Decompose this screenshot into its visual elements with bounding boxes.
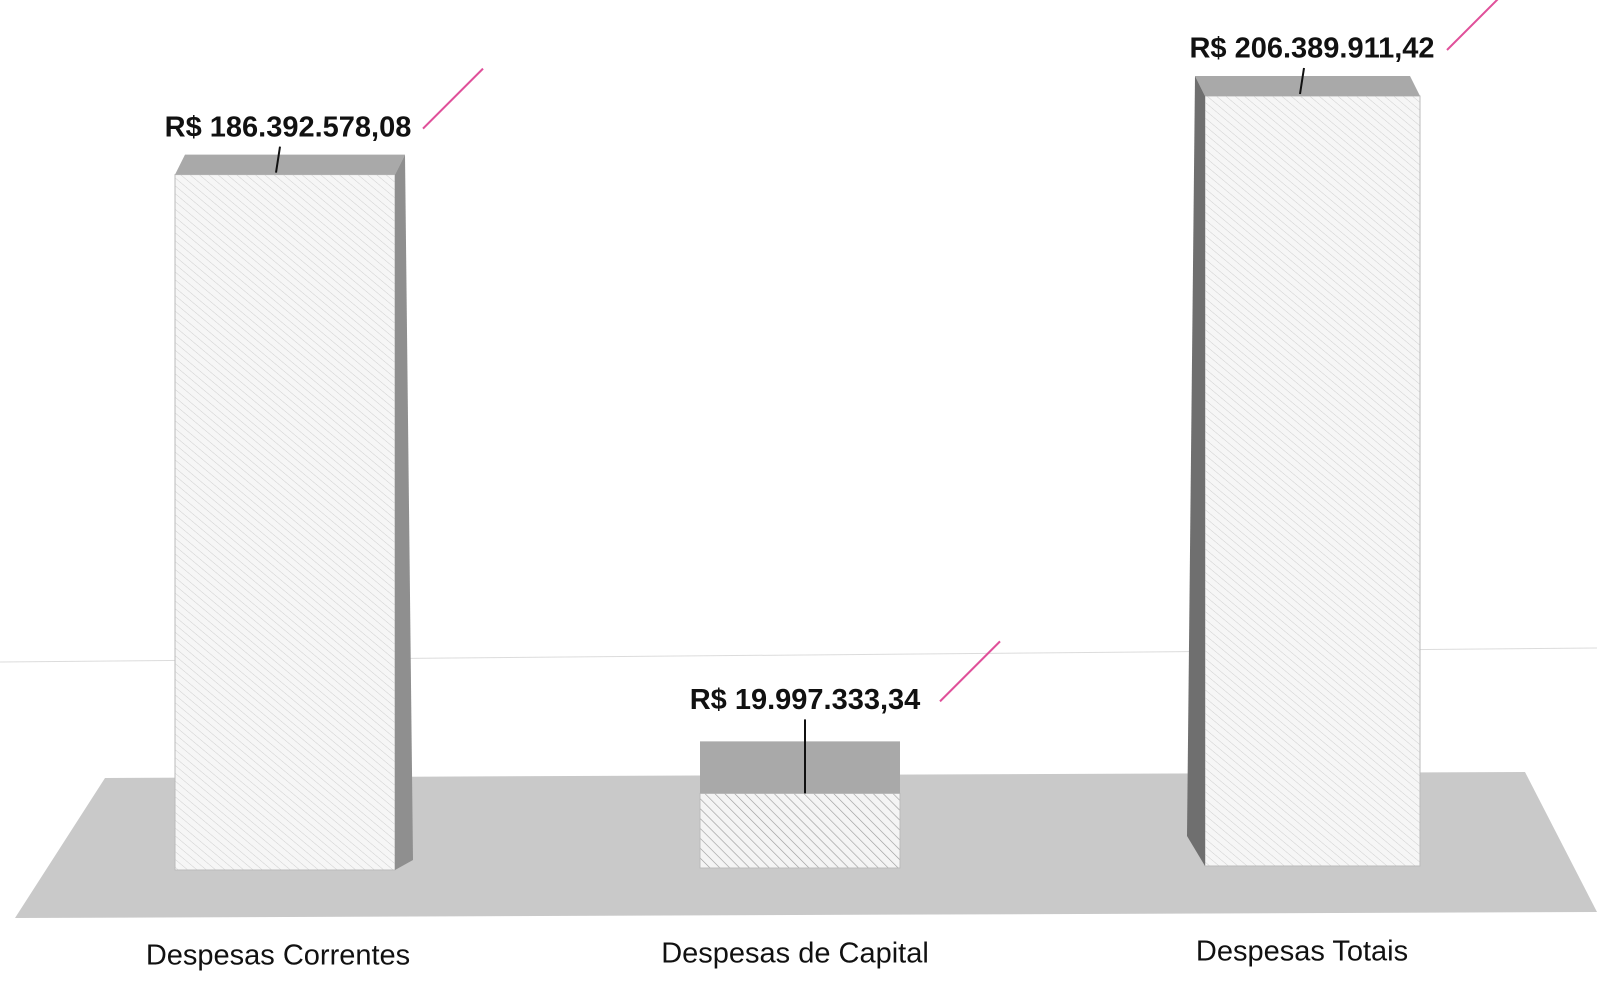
annotation-tick [939, 640, 1001, 703]
x-tick-label: Despesas Totais [1196, 936, 1408, 968]
annotation-tick [422, 67, 484, 130]
value-label: R$ 186.392.578,08 [165, 111, 412, 143]
x-tick-label: Despesas Correntes [146, 940, 410, 972]
value-label: R$ 206.389.911,42 [1189, 33, 1434, 65]
bar-side [395, 154, 413, 871]
bar [699, 792, 901, 869]
annotation-tick [1446, 0, 1499, 51]
bar-top [175, 154, 405, 175]
bar-side [1187, 76, 1205, 866]
value-label: R$ 19.997.333,34 [690, 684, 921, 716]
x-tick-label: Despesas de Capital [661, 938, 929, 970]
leader-line [275, 146, 281, 173]
bar [174, 174, 396, 871]
bar-top [700, 741, 900, 794]
bar-top [1195, 76, 1420, 96]
leader-line [1299, 67, 1305, 95]
bar [1204, 95, 1421, 867]
